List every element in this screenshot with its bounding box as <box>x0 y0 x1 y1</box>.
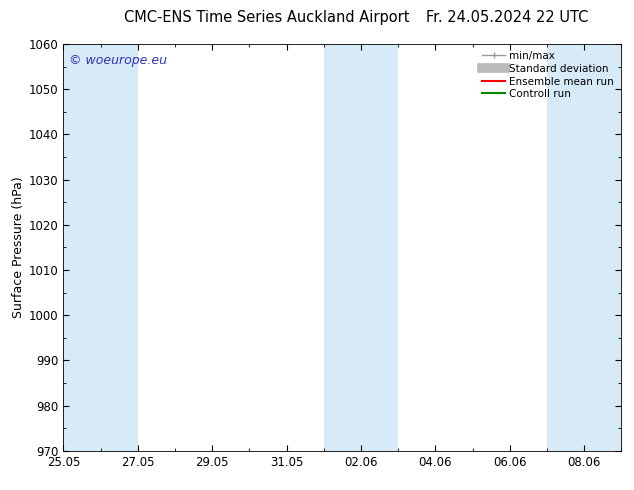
Text: © woeurope.eu: © woeurope.eu <box>69 54 167 67</box>
Bar <box>324 44 354 451</box>
Text: CMC-ENS Time Series Auckland Airport: CMC-ENS Time Series Auckland Airport <box>124 10 409 24</box>
Bar <box>94 44 138 451</box>
Bar <box>547 44 621 451</box>
Legend: min/max, Standard deviation, Ensemble mean run, Controll run: min/max, Standard deviation, Ensemble me… <box>480 49 616 101</box>
Bar <box>63 44 94 451</box>
Y-axis label: Surface Pressure (hPa): Surface Pressure (hPa) <box>11 176 25 318</box>
Bar <box>354 44 398 451</box>
Text: Fr. 24.05.2024 22 UTC: Fr. 24.05.2024 22 UTC <box>426 10 588 24</box>
